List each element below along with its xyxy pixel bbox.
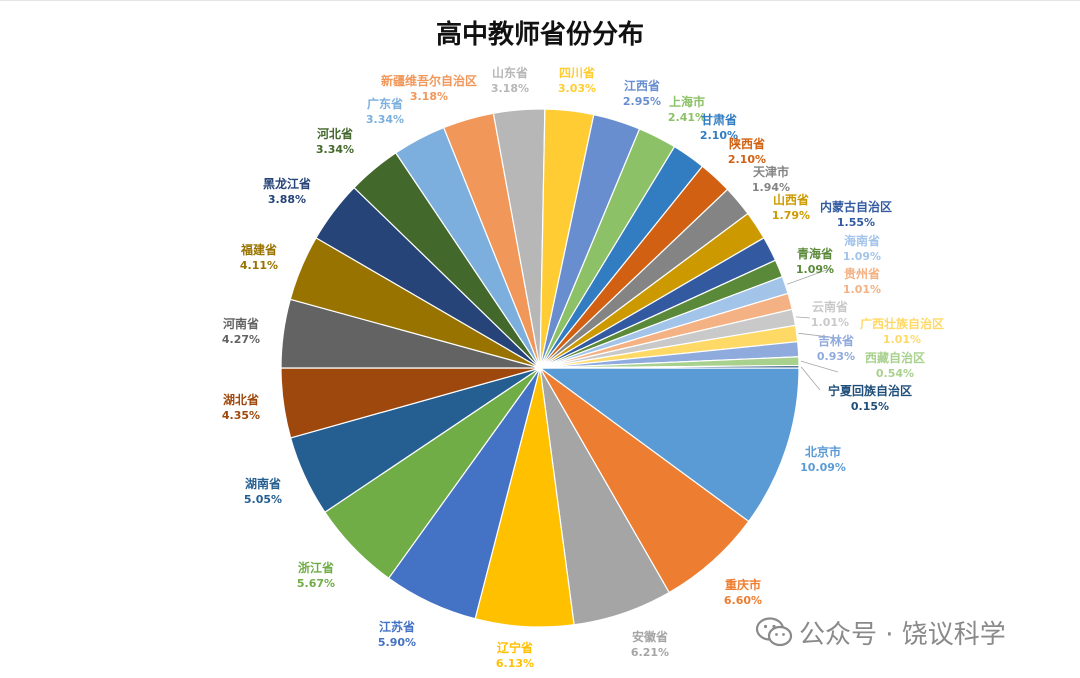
- top-border: [0, 0, 1080, 1]
- slice-label-percent: 1.09%: [796, 263, 834, 276]
- slice-label-percent: 10.09%: [800, 461, 846, 474]
- pie-slice: [538, 367, 800, 523]
- slice-label-name: 陕西省: [729, 136, 765, 151]
- slice-label-name: 上海市: [669, 94, 705, 109]
- slice-label-percent: 3.18%: [410, 90, 448, 103]
- slice-label-name: 北京市: [805, 444, 841, 459]
- slice-label-percent: 3.88%: [268, 193, 306, 206]
- slice-label-name: 甘肃省: [701, 112, 737, 127]
- slice-label-percent: 3.18%: [491, 82, 529, 95]
- pie-slice: [539, 367, 750, 594]
- slice-label-name: 山东省: [492, 65, 528, 80]
- slice-label-percent: 4.11%: [240, 259, 278, 272]
- data-labels: 北京市 10.09% 重庆市 6.60% 安徽省 6.21% 辽宁省 6.13% 江苏省 5.90…: [222, 65, 944, 670]
- slice-label-name: 安徽省: [632, 629, 668, 644]
- slice-label-name: 广东省: [367, 96, 403, 111]
- slice-label-percent: 1.01%: [811, 316, 849, 329]
- leader-line: [800, 360, 839, 373]
- slice-label-percent: 2.41%: [668, 111, 706, 124]
- slice-label-percent: 0.93%: [817, 350, 855, 363]
- slice-label-percent: 6.21%: [631, 646, 669, 659]
- slice-label-name: 吉林省: [818, 333, 854, 348]
- slice-label-percent: 1.79%: [772, 209, 810, 222]
- slice-label-name: 天津市: [753, 164, 789, 179]
- slice-label-percent: 1.09%: [843, 250, 881, 263]
- slice-label-percent: 6.60%: [724, 594, 762, 607]
- leader-lines: [787, 267, 839, 391]
- slice-label-percent: 5.67%: [297, 577, 335, 590]
- slice-label-name: 重庆市: [725, 577, 761, 592]
- slice-label-percent: 1.55%: [837, 216, 875, 229]
- slice-label-name: 江苏省: [379, 619, 415, 634]
- slice-label-name: 湖南省: [245, 476, 281, 491]
- chart-title: 高中教师省份分布: [435, 20, 644, 50]
- slice-label-name: 宁夏回族自治区: [828, 383, 912, 398]
- slice-label-name: 浙江省: [298, 560, 334, 575]
- slice-label-percent: 1.01%: [843, 283, 881, 296]
- slice-label-name: 贵州省: [844, 266, 880, 281]
- slice-label-percent: 3.03%: [558, 82, 596, 95]
- slice-label-percent: 2.10%: [728, 153, 766, 166]
- slice-label-name: 山西省: [773, 192, 809, 207]
- slice-label-name: 青海省: [797, 246, 833, 261]
- slice-label-name: 福建省: [240, 242, 277, 257]
- pie-slice: [539, 364, 800, 369]
- slice-label-name: 海南省: [844, 233, 880, 248]
- slice-label-percent: 6.13%: [496, 657, 534, 670]
- slice-label-percent: 1.94%: [752, 181, 790, 194]
- slice-label-name: 西藏自治区: [865, 350, 925, 365]
- slice-label-name: 新疆维吾尔自治区: [381, 73, 477, 88]
- slice-label-percent: 2.95%: [623, 95, 661, 108]
- slice-label-name: 云南省: [812, 299, 848, 314]
- slice-label-percent: 5.90%: [378, 636, 416, 649]
- slice-label-name: 内蒙古自治区: [820, 199, 892, 214]
- watermark-text: 公众号 · 饶议科学: [799, 619, 1006, 650]
- slice-label-name: 江西省: [624, 78, 660, 93]
- slice-label-percent: 0.15%: [851, 400, 889, 413]
- leader-line: [795, 316, 811, 319]
- leader-line: [787, 267, 833, 285]
- pie-slices: [280, 108, 800, 628]
- wechat-icon: [755, 617, 793, 647]
- slice-label-percent: 0.54%: [876, 367, 914, 380]
- slice-label-name: 河南省: [222, 316, 259, 331]
- slice-label-name: 辽宁省: [497, 640, 533, 655]
- slice-label-percent: 4.27%: [222, 333, 260, 346]
- slice-label-percent: 1.01%: [883, 333, 921, 346]
- leader-line: [798, 332, 839, 339]
- slice-label-percent: 3.34%: [316, 143, 354, 156]
- slice-label-name: 湖北省: [223, 392, 259, 407]
- slice-label-name: 广西壮族自治区: [860, 316, 944, 331]
- slice-label-percent: 4.35%: [222, 409, 260, 422]
- slice-label-percent: 5.05%: [244, 493, 282, 506]
- slice-label-name: 四川省: [559, 65, 595, 80]
- slice-label-name: 河北省: [316, 126, 353, 141]
- leader-line: [800, 366, 821, 391]
- slice-label-percent: 3.34%: [366, 113, 404, 126]
- watermark: 公众号 · 饶议科学: [755, 612, 1006, 652]
- slice-label-percent: 2.10%: [700, 129, 738, 142]
- slice-label-name: 黑龙江省: [263, 176, 311, 191]
